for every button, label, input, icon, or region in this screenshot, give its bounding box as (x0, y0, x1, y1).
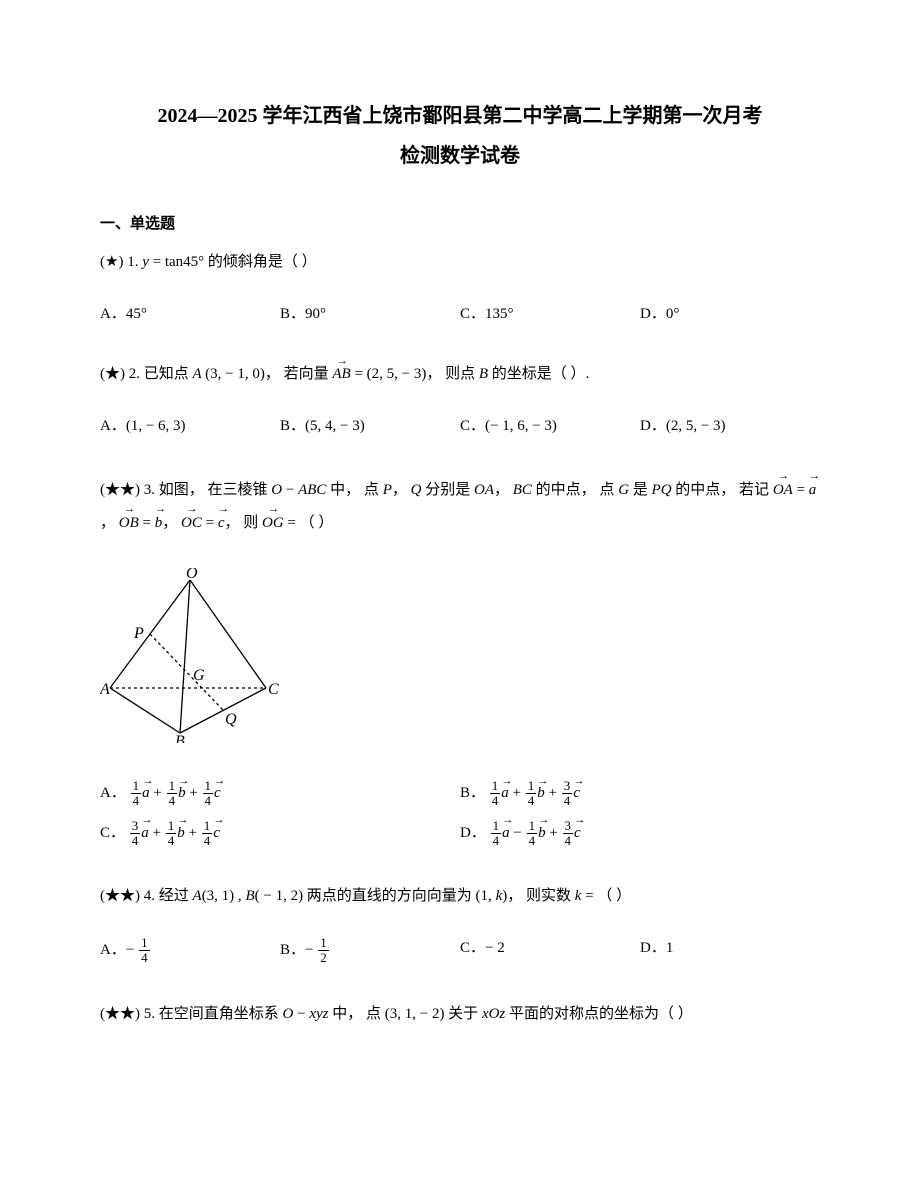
svg-text:A: A (100, 681, 110, 698)
question-5: (★★) 5. 在空间直角坐标系 O − xyz 中， 点 (3, 1, − 2… (100, 1002, 820, 1026)
q2-opt-b: B．(5, 4, − 3) (280, 414, 460, 438)
section-header-1: 一、单选题 (100, 212, 820, 236)
svg-text:P: P (133, 625, 144, 642)
q2-opt-c: C．(− 1, 6, − 3) (460, 414, 640, 438)
q1-opt-a: A．45° (100, 302, 280, 326)
q1-text: (★) 1. y = tan45° 的倾斜角是（ ） (100, 250, 820, 274)
q2-options: A．(1, − 6, 3) B．(5, 4, − 3) C．(− 1, 6, −… (100, 414, 820, 438)
question-4: (★★) 4. 经过 A(3, 1) , B( − 1, 2) 两点的直线的方向… (100, 884, 820, 966)
q4-label: (★★) 4. (100, 888, 159, 904)
q1-opt-b: B．90° (280, 302, 460, 326)
q2-text: (★) 2. 已知点 A (3, − 1, 0)， 若向量 AB = (2, 5… (100, 362, 820, 386)
q3-opt-c: C． 34a + 14b + 14c (100, 819, 460, 849)
q4-opt-a: A．− 14 (100, 936, 280, 966)
q2-label: (★) 2. (100, 366, 144, 382)
q2-opt-d: D．(2, 5, − 3) (640, 414, 820, 438)
svg-text:B: B (175, 733, 185, 743)
q2-opt-a: A．(1, − 6, 3) (100, 414, 280, 438)
q4-opt-c: C．− 2 (460, 936, 640, 966)
q3-opt-d: D． 14a − 14b + 34c (460, 819, 820, 849)
exam-subtitle: 检测数学试卷 (100, 140, 820, 172)
q4-text: (★★) 4. 经过 A(3, 1) , B( − 1, 2) 两点的直线的方向… (100, 884, 820, 908)
q1-opt-d: D．0° (640, 302, 820, 326)
q4-opt-b: B．− 12 (280, 936, 460, 966)
q5-text: (★★) 5. 在空间直角坐标系 O − xyz 中， 点 (3, 1, − 2… (100, 1002, 820, 1026)
svg-text:G: G (193, 667, 205, 684)
question-3: (★★) 3. 如图， 在三棱锥 O − ABC 中， 点 P， Q 分别是 O… (100, 474, 820, 848)
q3-opt-b: B． 14a + 14b + 34c (460, 779, 820, 809)
q5-label: (★★) 5. (100, 1006, 159, 1022)
q1-options: A．45° B．90° C．135° D．0° (100, 302, 820, 326)
q4-options: A．− 14 B．− 12 C．− 2 D．1 (100, 936, 820, 966)
q3-options: A． 14a + 14b + 14c B． 14a + 14b + 34c C．… (100, 779, 820, 848)
svg-text:O: O (186, 568, 198, 582)
tetrahedron-diagram: O A B C P Q G (100, 568, 820, 751)
question-1: (★) 1. y = tan45° 的倾斜角是（ ） A．45° B．90° C… (100, 250, 820, 326)
q1-label: (★) 1. (100, 254, 142, 270)
question-2: (★) 2. 已知点 A (3, − 1, 0)， 若向量 AB = (2, 5… (100, 362, 820, 438)
q3-label: (★★) 3. (100, 482, 159, 498)
q4-opt-d: D．1 (640, 936, 820, 966)
q3-text: (★★) 3. 如图， 在三棱锥 O − ABC 中， 点 P， Q 分别是 O… (100, 474, 820, 540)
svg-text:C: C (268, 681, 279, 698)
q1-opt-c: C．135° (460, 302, 640, 326)
svg-text:Q: Q (225, 711, 237, 728)
q3-opt-a: A． 14a + 14b + 14c (100, 779, 460, 809)
exam-title: 2024—2025 学年江西省上饶市鄱阳县第二中学高二上学期第一次月考 (100, 100, 820, 132)
